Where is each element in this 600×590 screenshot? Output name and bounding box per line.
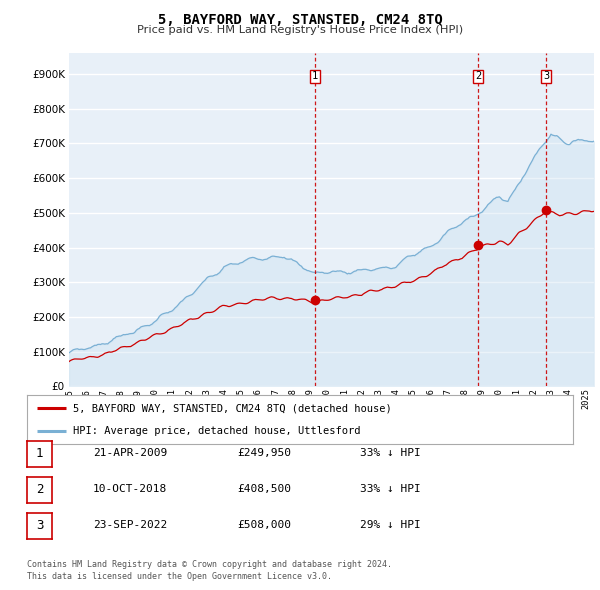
Text: £408,500: £408,500 (237, 484, 291, 493)
Text: 21-APR-2009: 21-APR-2009 (93, 448, 167, 457)
Text: 5, BAYFORD WAY, STANSTED, CM24 8TQ (detached house): 5, BAYFORD WAY, STANSTED, CM24 8TQ (deta… (73, 404, 392, 414)
Text: 2: 2 (475, 71, 481, 81)
Text: 33% ↓ HPI: 33% ↓ HPI (360, 448, 421, 457)
Text: Price paid vs. HM Land Registry's House Price Index (HPI): Price paid vs. HM Land Registry's House … (137, 25, 463, 35)
Text: 33% ↓ HPI: 33% ↓ HPI (360, 484, 421, 493)
Text: Contains HM Land Registry data © Crown copyright and database right 2024.
This d: Contains HM Land Registry data © Crown c… (27, 560, 392, 581)
Text: £508,000: £508,000 (237, 520, 291, 529)
Text: 3: 3 (36, 519, 43, 532)
Text: 23-SEP-2022: 23-SEP-2022 (93, 520, 167, 529)
Text: £249,950: £249,950 (237, 448, 291, 457)
Text: 2: 2 (36, 483, 43, 496)
Text: 3: 3 (543, 71, 550, 81)
Text: 1: 1 (312, 71, 319, 81)
Text: 10-OCT-2018: 10-OCT-2018 (93, 484, 167, 493)
Text: 29% ↓ HPI: 29% ↓ HPI (360, 520, 421, 529)
Text: 1: 1 (36, 447, 43, 460)
Text: 5, BAYFORD WAY, STANSTED, CM24 8TQ: 5, BAYFORD WAY, STANSTED, CM24 8TQ (158, 13, 442, 27)
Text: HPI: Average price, detached house, Uttlesford: HPI: Average price, detached house, Uttl… (73, 425, 361, 435)
